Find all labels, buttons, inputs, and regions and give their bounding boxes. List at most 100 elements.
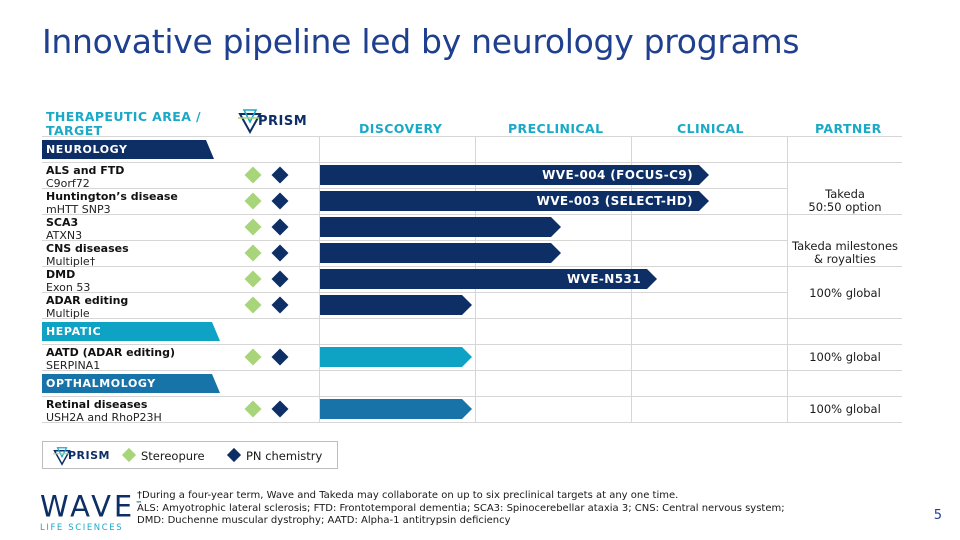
legend-pn-chemistry: PN chemistry [246, 449, 323, 463]
grid-row-line [42, 136, 902, 137]
header-area-line1: THERAPEUTIC AREA / [46, 109, 202, 124]
row-label-retinal: Retinal diseases USH2A and RhoP23H [46, 398, 162, 424]
pipeline-bar-retinal [320, 399, 472, 419]
pn-chemistry-diamond-icon [271, 244, 289, 262]
section-hepatic: HEPATIC [42, 322, 220, 341]
legend-prism-text: PRISM [68, 449, 110, 462]
row-target: Multiple [46, 307, 90, 320]
header-therapeutic-area: THERAPEUTIC AREA / TARGET [46, 110, 201, 138]
page-number: 5 [933, 508, 942, 523]
row-name: ALS and FTD [46, 164, 125, 177]
pipeline-bar-adar [320, 295, 472, 315]
footnote-line2: ALS: Amyotrophic lateral sclerosis; FTD:… [137, 502, 785, 514]
pipeline-bar-als: WVE-004 (FOCUS-C9) [320, 165, 709, 185]
partner-milestones-line2: & royalties [814, 252, 876, 266]
footnote-line3: DMD: Duchenne muscular dystrophy; AATD: … [137, 515, 511, 526]
row-target: ATXN3 [46, 229, 83, 242]
row-label-als: ALS and FTD C9orf72 [46, 164, 124, 190]
grid-line-discovery [319, 136, 320, 423]
wave-logo-word: WAVE™ [40, 489, 142, 522]
row-name: AATD (ADAR editing) [46, 346, 175, 359]
header-partner: PARTNER [815, 121, 882, 136]
prism-header-logo: PRISM [238, 108, 307, 135]
pn-chemistry-diamond-icon [271, 400, 289, 418]
partner-takeda-line2: 50:50 option [808, 200, 882, 214]
wave-logo-sub: LIFE SCIENCES [40, 522, 124, 533]
row-name: Huntington’s disease [46, 190, 178, 203]
pn-chemistry-diamond-icon [271, 192, 289, 210]
grid-row-line [42, 162, 902, 163]
row-label-sca3: SCA3 ATXN3 [46, 216, 82, 242]
row-target: Exon 53 [46, 281, 91, 294]
footnote-line1: †During a four-year term, Wave and Taked… [137, 490, 679, 501]
legend-prism-logo: PRISM [53, 446, 113, 466]
stereopure-diamond-icon [244, 296, 262, 314]
row-name: Retinal diseases [46, 398, 148, 411]
grid-row-line [42, 370, 902, 371]
prism-icon [238, 109, 262, 135]
row-name: SCA3 [46, 216, 79, 229]
grid-line-partner [787, 136, 788, 423]
grid-row-line [42, 266, 902, 267]
grid-row-line [42, 188, 787, 189]
row-name: DMD [46, 268, 76, 281]
partner-takeda-line1: Takeda [825, 187, 865, 201]
section-neurology: NEUROLOGY [42, 140, 214, 159]
grid-row-line [42, 214, 902, 215]
wave-logo: WAVE™ LIFE SCIENCES [40, 489, 142, 534]
pn-chemistry-diamond-icon [271, 166, 289, 184]
partner-takeda-milestones: Takeda milestones & royalties [788, 240, 902, 266]
pipeline-bar-sca3 [320, 217, 561, 237]
grid-row-line [42, 422, 902, 423]
row-label-huntingtons: Huntington’s disease mHTT SNP3 [46, 190, 178, 216]
row-target: Multiple† [46, 255, 96, 268]
row-label-cns: CNS diseases Multiple† [46, 242, 129, 268]
row-target: mHTT SNP3 [46, 203, 111, 216]
grid-row-line [42, 318, 902, 319]
prism-header-text: PRISM [258, 114, 308, 129]
pipeline-bar-cns [320, 243, 561, 263]
pn-chemistry-diamond-icon [271, 296, 289, 314]
header-preclinical: PRECLINICAL [508, 121, 604, 136]
partner-milestones-line1: Takeda milestones [791, 239, 899, 253]
stereopure-diamond-icon [244, 218, 262, 236]
stereopure-diamond-icon [244, 348, 262, 366]
section-opthalmology: OPTHALMOLOGY [42, 374, 220, 393]
row-target: C9orf72 [46, 177, 90, 190]
partner-takeda: Takeda 50:50 option [788, 188, 902, 214]
page-title: Innovative pipeline led by neurology pro… [42, 22, 800, 61]
header-clinical: CLINICAL [677, 121, 744, 136]
pn-chemistry-diamond-icon [271, 270, 289, 288]
prism-icon [53, 447, 71, 466]
header-area-line2: TARGET [46, 123, 103, 138]
row-label-adar: ADAR editing Multiple [46, 294, 128, 320]
stereopure-diamond-icon [244, 270, 262, 288]
pipeline-bar-huntingtons: WVE-003 (SELECT-HD) [320, 191, 709, 211]
grid-row-line [42, 240, 787, 241]
row-name: CNS diseases [46, 242, 129, 255]
partner-global-aatd: 100% global [809, 350, 881, 364]
stereopure-diamond-icon [244, 244, 262, 262]
legend [42, 441, 338, 469]
pn-chemistry-diamond-icon [271, 348, 289, 366]
row-label-dmd: DMD Exon 53 [46, 268, 90, 294]
row-name: ADAR editing [46, 294, 129, 307]
pipeline-bar-aatd [320, 347, 472, 367]
grid-row-line [42, 344, 902, 345]
row-label-aatd: AATD (ADAR editing) SERPINA1 [46, 346, 175, 372]
grid-row-line [42, 292, 787, 293]
legend-stereopure: Stereopure [141, 449, 205, 463]
grid-row-line [42, 396, 902, 397]
pipeline-bar-dmd: WVE-N531 [320, 269, 657, 289]
stereopure-diamond-icon [244, 192, 262, 210]
header-discovery: DISCOVERY [359, 121, 443, 136]
footnotes: †During a four-year term, Wave and Taked… [137, 490, 785, 528]
stereopure-diamond-icon [244, 166, 262, 184]
partner-global-retinal: 100% global [809, 402, 881, 416]
row-target: USH2A and RhoP23H [46, 411, 162, 424]
pn-chemistry-diamond-icon [271, 218, 289, 236]
row-target: SERPINA1 [46, 359, 101, 372]
wave-logo-tm: ™ [135, 500, 143, 508]
stereopure-diamond-icon [244, 400, 262, 418]
partner-global-dmd-adar: 100% global [809, 286, 881, 300]
